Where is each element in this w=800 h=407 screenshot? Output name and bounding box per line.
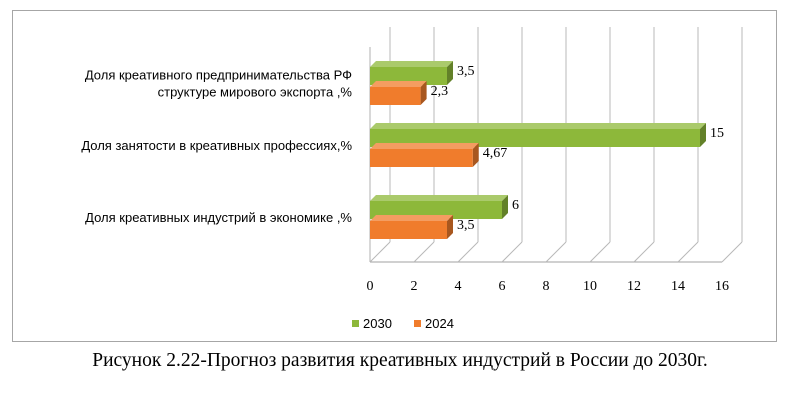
category-label: структуре мирового экспорта ,%: [158, 85, 353, 100]
legend-swatch: [414, 320, 421, 327]
x-tick-label: 10: [583, 279, 597, 294]
bar: [370, 221, 447, 239]
category-label: Доля занятости в креативных профессиях,%: [81, 138, 352, 153]
bar-top-face: [370, 123, 706, 129]
data-label: 4,67: [483, 146, 508, 161]
bar-top-face: [370, 81, 427, 87]
figure-caption: Рисунок 2.22-Прогноз развития креативных…: [92, 350, 708, 371]
x-tick-label: 14: [671, 279, 685, 294]
bar-side-face: [472, 143, 479, 167]
bar-top-face: [370, 195, 508, 201]
bar: [370, 87, 421, 105]
gridline-floor: [545, 241, 567, 263]
bar-side-face: [447, 61, 453, 85]
data-label: 3,5: [457, 218, 475, 233]
legend-label: 2024: [425, 316, 454, 331]
x-tick-label: 2: [411, 279, 418, 294]
x-tick-label: 4: [455, 279, 462, 294]
gridline-floor: [501, 241, 523, 263]
bar-side-face: [700, 123, 706, 147]
x-tick-label: 6: [499, 279, 506, 294]
category-label: Доля креативного предпринимательства РФ: [85, 68, 352, 83]
bar-side-face: [447, 215, 453, 239]
legend-swatch: [352, 320, 359, 327]
data-label: 2,3: [431, 84, 449, 99]
bar-top-face: [370, 215, 453, 221]
x-tick-label: 16: [715, 279, 729, 294]
bar: [370, 201, 502, 219]
gridline-floor: [457, 241, 479, 263]
bar-top-face: [370, 61, 453, 67]
x-tick-label: 0: [367, 279, 374, 294]
gridline-floor: [369, 241, 391, 263]
bar-top-face: [370, 143, 479, 149]
bar-side-face: [420, 81, 427, 105]
bar-side-face: [502, 195, 508, 219]
data-label: 15: [710, 126, 724, 141]
category-label: Доля креативных индустрий в экономике ,%: [85, 210, 352, 225]
x-tick-label: 12: [627, 279, 641, 294]
bar: [370, 129, 700, 147]
gridline-floor: [413, 241, 435, 263]
gridline-floor: [589, 241, 611, 263]
gridline-floor: [677, 241, 699, 263]
data-label: 3,5: [457, 64, 475, 79]
gridline-floor: [721, 241, 743, 263]
x-tick-label: 8: [543, 279, 550, 294]
legend-label: 2030: [363, 316, 392, 331]
bar: [370, 149, 473, 167]
gridline-floor: [633, 241, 655, 263]
bar: [370, 67, 447, 85]
data-label: 6: [512, 198, 519, 213]
